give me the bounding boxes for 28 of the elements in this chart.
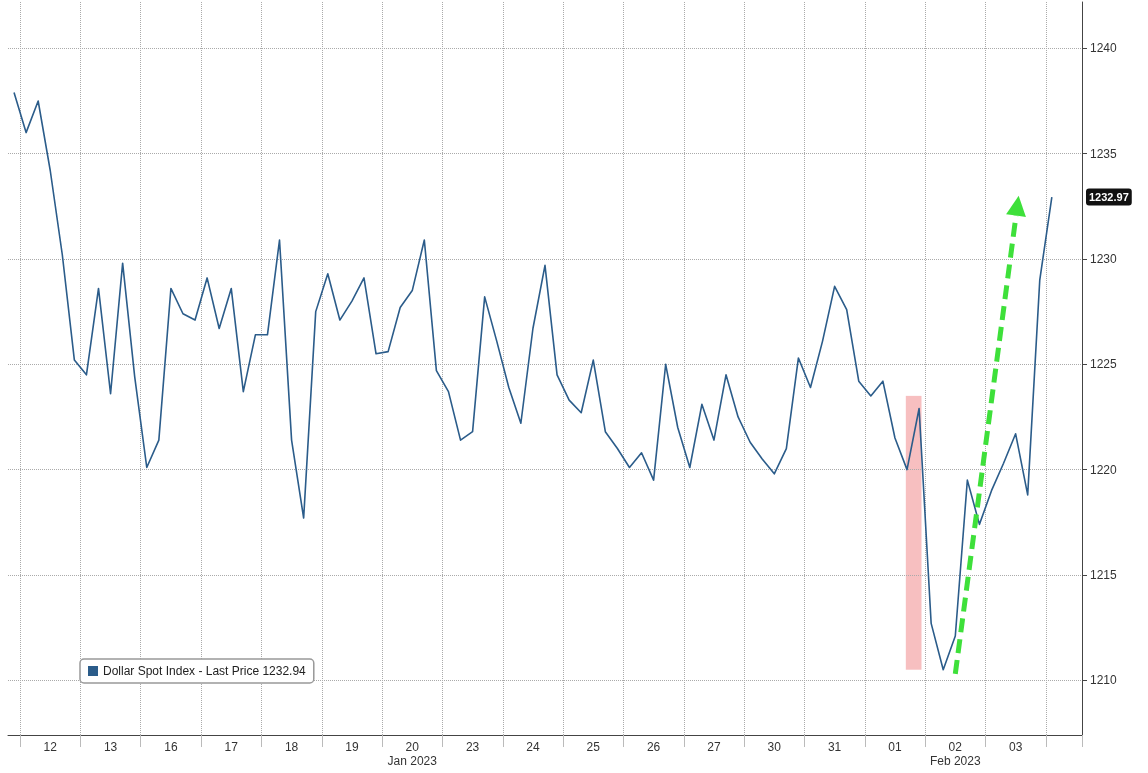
text: 1232.97 (1089, 191, 1129, 204)
x-tick-label: 24 (526, 740, 540, 754)
text: Feb 2023 (929, 754, 981, 768)
x-tick-label: 20 (405, 740, 420, 754)
x-tick-label: 17 (224, 740, 239, 754)
x-tick-label: 27 (707, 740, 721, 754)
y-tick-label: 1235 (1090, 146, 1118, 161)
y-tick-label: 1225 (1090, 357, 1118, 372)
x-tick-label: 23 (465, 740, 480, 754)
x-tick-label: 31 (827, 740, 842, 754)
y-tick-label: 1215 (1090, 567, 1118, 582)
x-tick-label: 03 (1008, 740, 1023, 754)
x-tick-label: 25 (586, 740, 601, 754)
x-tick-label: 26 (646, 740, 661, 754)
x-tick-label: 30 (767, 740, 782, 754)
x-tick-label: 01 (888, 740, 902, 754)
x-tick-label: 19 (345, 740, 359, 754)
x-tick-label: 12 (43, 740, 58, 754)
y-tick-label: 1220 (1090, 462, 1118, 477)
x-tick-label: 02 (948, 740, 963, 754)
legend-label: Dollar Spot Index - Last Price 1232.94 (103, 664, 307, 678)
y-tick-label: 1240 (1090, 41, 1118, 56)
text: Jan 2023 (387, 754, 438, 768)
x-tick-label: 18 (284, 740, 299, 754)
x-tick-label: 13 (103, 740, 118, 754)
x-tick-label: 16 (164, 740, 178, 754)
y-tick-label: 1230 (1090, 251, 1118, 266)
y-tick-label: 1210 (1090, 673, 1118, 688)
